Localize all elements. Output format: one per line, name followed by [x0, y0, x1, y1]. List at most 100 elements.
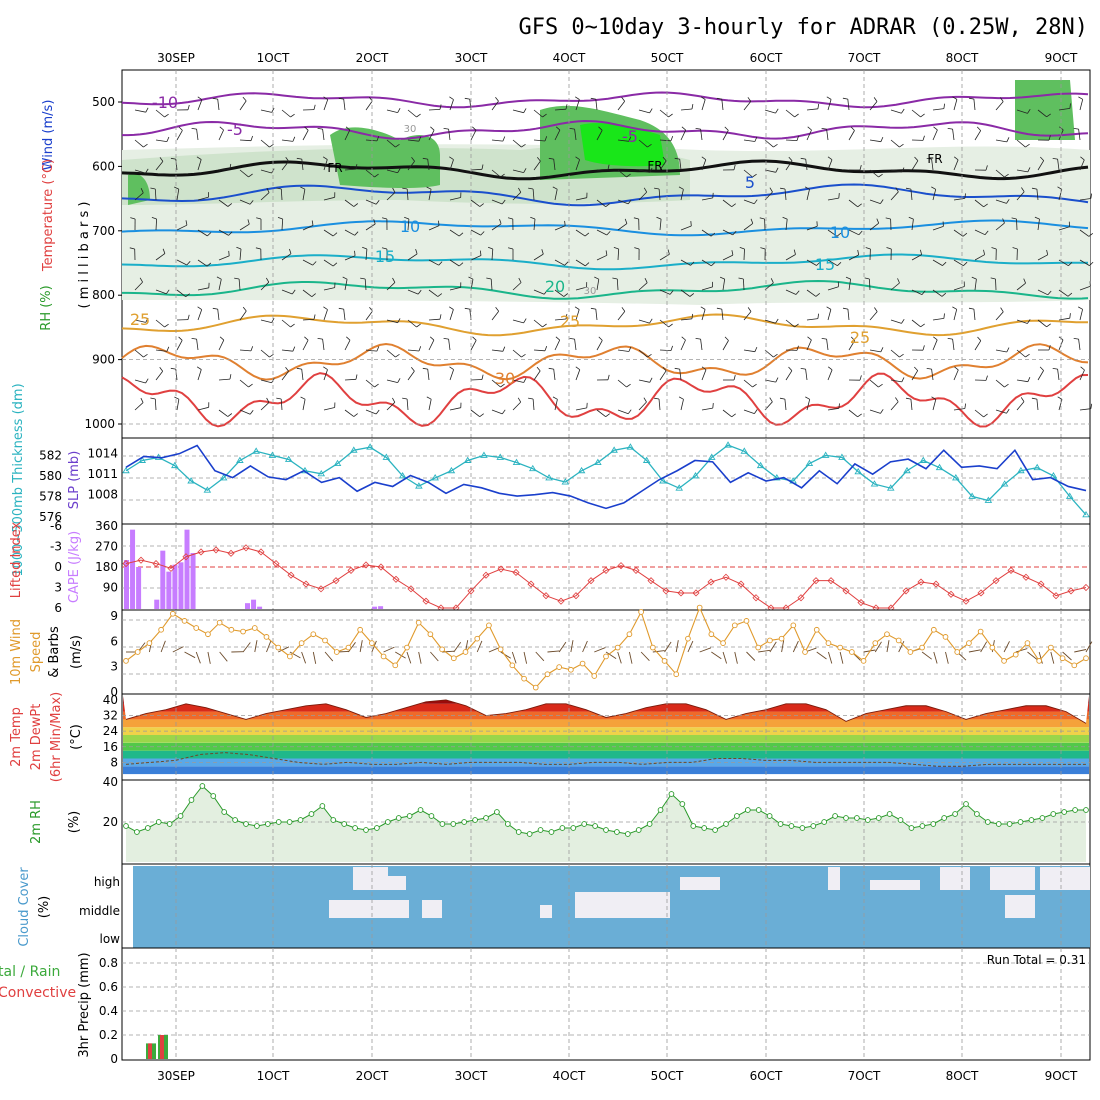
- wind-barb: [1016, 139, 1026, 148]
- wind-barb: [470, 409, 480, 418]
- wind-barb: [176, 259, 187, 266]
- rh-marker: [341, 821, 348, 827]
- wind-barb-flag: [654, 187, 660, 190]
- wind-barb-flag: [905, 187, 911, 190]
- wind-barb: [974, 340, 982, 351]
- chart-title: GFS 0~10day 3-hourly for ADRAR (0.25W, 2…: [518, 15, 1088, 40]
- wind-barb-flag: [1069, 313, 1071, 319]
- rh-marker: [995, 821, 1002, 827]
- wind-barb-flag: [191, 128, 197, 130]
- wind-barb-flag: [964, 403, 966, 409]
- wind-barb: [1057, 159, 1060, 171]
- wind-barb-flag: [807, 126, 812, 131]
- wind-barb: [343, 309, 346, 321]
- wind-barb-flag: [1025, 143, 1030, 148]
- wind-barb-flag: [880, 409, 884, 414]
- wind-barb: [281, 370, 289, 381]
- wind-barb-flag: [901, 318, 905, 324]
- wind-barb: [827, 159, 833, 171]
- wind-barb: [638, 401, 647, 411]
- wind-barb: [617, 169, 627, 178]
- wind-barb: [890, 379, 902, 383]
- isotherm-20: [122, 279, 1089, 300]
- wind-marker: [685, 635, 691, 642]
- thickness-marker: [968, 492, 976, 499]
- thickness-marker: [854, 467, 862, 475]
- wind-barb-flag: [895, 397, 899, 402]
- wind-barb-flag: [880, 347, 884, 353]
- wind-marker: [134, 649, 141, 655]
- wind-barb: [995, 222, 1005, 231]
- li-marker: [197, 548, 205, 556]
- wind-barb: [596, 169, 609, 171]
- wind-barb: [533, 139, 546, 142]
- contour-label: 25: [130, 310, 150, 329]
- wind-barb: [323, 309, 328, 321]
- wind-barb: [974, 254, 985, 261]
- wind-barb: [1016, 349, 1026, 358]
- wind-barb-flag: [140, 397, 144, 403]
- precip-grid: [122, 948, 1090, 1060]
- wind-barb: [575, 99, 580, 111]
- thickness-marker: [268, 451, 277, 458]
- wind-barb-flag: [681, 336, 686, 341]
- wind-barb-flag: [187, 104, 190, 110]
- wind-barb-flag: [656, 216, 662, 220]
- wind-barb: [1016, 109, 1028, 114]
- wind-barb-flag: [150, 187, 156, 190]
- wind-barb-flag: [897, 278, 900, 284]
- wind-barb-flag: [1046, 249, 1049, 255]
- cape-bar: [130, 529, 136, 609]
- rh-marker: [614, 829, 620, 835]
- wind-barb: [449, 229, 460, 237]
- rh-marker: [319, 803, 326, 809]
- wind-marker: [708, 631, 715, 638]
- thickness-marker: [838, 453, 846, 460]
- rh-marker: [864, 817, 871, 823]
- ylabel-temp2m-3: (6hr Min/Max): [49, 692, 64, 782]
- wind-barb: [769, 641, 777, 653]
- li-marker: [932, 580, 940, 588]
- ylabel-rh2m-unit: (%): [67, 811, 82, 834]
- wind-barb-flag: [166, 136, 170, 142]
- y-tick-label: 360: [95, 519, 118, 533]
- wind-barb-flag: [691, 313, 694, 319]
- wind-barb-flag: [397, 168, 401, 174]
- date-label: 5OCT: [651, 51, 684, 65]
- y-tick-label: 40: [103, 693, 118, 707]
- wind-barb-flag: [753, 199, 758, 204]
- wind-barb-flag: [668, 323, 673, 328]
- wind-barb-flag: [250, 135, 253, 141]
- wind-barb: [596, 254, 608, 261]
- wind-barb: [827, 407, 839, 411]
- cape-bar: [172, 564, 178, 609]
- wind-barb: [806, 225, 818, 231]
- temp2m-grid: [122, 694, 1090, 780]
- wind-barb: [386, 319, 398, 324]
- wind-barb-flag: [985, 375, 988, 381]
- wind-barb: [995, 278, 997, 291]
- wind-barb-flag: [594, 276, 599, 280]
- y-tick-label: 580: [39, 469, 62, 483]
- wind-barb-flag: [397, 108, 401, 113]
- rh-marker: [603, 827, 609, 833]
- wind-barb: [554, 129, 561, 141]
- wind-barb: [491, 169, 501, 178]
- wind-barb-flag: [1052, 158, 1058, 160]
- cape-bars: [124, 529, 384, 609]
- wind-marker: [439, 646, 445, 653]
- wind-barb: [594, 647, 606, 653]
- wind-barb: [869, 199, 881, 204]
- rh-marker: [210, 793, 217, 799]
- wind-barb: [652, 650, 665, 653]
- wind-barb: [968, 649, 981, 653]
- wind-barb-flag: [404, 216, 410, 220]
- wind-barb: [605, 651, 617, 659]
- wind-barb-flag: [826, 306, 832, 310]
- wind-barb-flag: [569, 128, 575, 130]
- wind-barb-flag: [700, 306, 706, 310]
- wind-barb: [449, 309, 454, 321]
- wind-barb: [406, 398, 409, 411]
- wind-barb: [365, 139, 378, 142]
- wind-barb-flag: [920, 249, 922, 255]
